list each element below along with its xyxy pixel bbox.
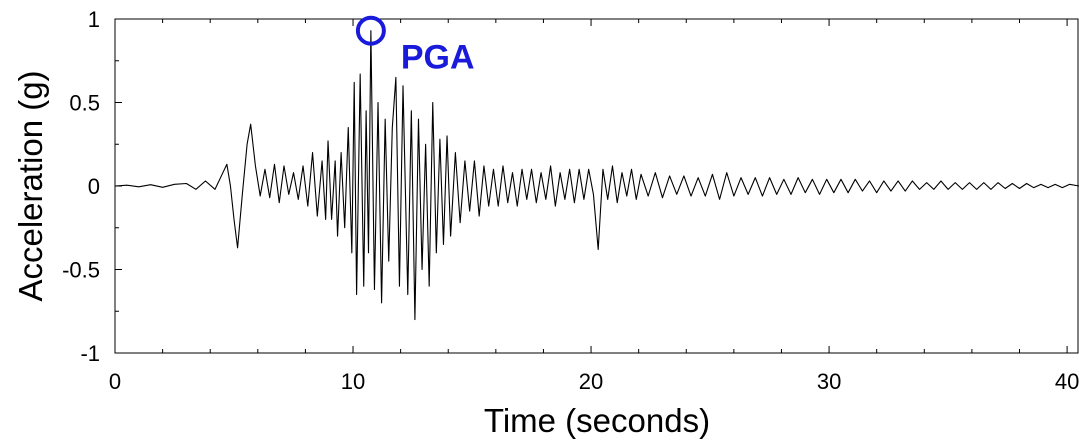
pga-label: PGA <box>401 39 475 77</box>
y-tick-label: 0 <box>88 174 100 199</box>
series-group <box>114 30 1079 321</box>
x-tick-label: 10 <box>341 369 365 394</box>
x-axis-title: Time (seconds) <box>484 402 710 439</box>
y-tick-label: -0.5 <box>62 258 100 283</box>
pga-marker-circle <box>355 15 386 46</box>
axis-ticks <box>114 18 1068 354</box>
plot-area <box>114 18 1079 354</box>
acceleration-series-line <box>114 30 1079 321</box>
y-tick-label: -1 <box>80 341 100 366</box>
x-tick-label: 20 <box>579 369 603 394</box>
x-tick-label: 40 <box>1055 369 1079 394</box>
annotations-group: PGA <box>355 15 475 77</box>
x-tick-label: 0 <box>109 369 121 394</box>
y-axis-title: Acceleration (g) <box>12 70 49 301</box>
x-tick-label: 30 <box>817 369 841 394</box>
y-tick-label: 1 <box>88 7 100 32</box>
y-tick-label: 0.5 <box>69 91 100 116</box>
axis-tick-labels: 0 10 20 30 40 -1 -0.5 0 0.5 1 <box>62 7 1079 394</box>
plot-frame <box>114 18 1079 354</box>
